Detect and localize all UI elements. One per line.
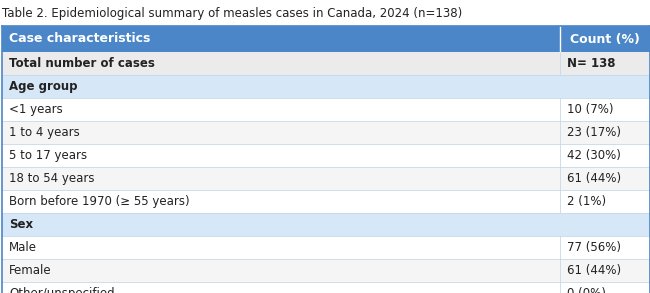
Text: 42 (30%): 42 (30%): [567, 149, 621, 162]
Bar: [2, 282, 650, 293]
Text: Table 2. Epidemiological summary of measles cases in Canada, 2024 (n=138): Table 2. Epidemiological summary of meas…: [2, 7, 462, 20]
Text: 61 (44%): 61 (44%): [567, 264, 621, 277]
Text: Other/unspecified: Other/unspecified: [9, 287, 114, 293]
Text: Female: Female: [9, 264, 51, 277]
Text: 61 (44%): 61 (44%): [567, 172, 621, 185]
Bar: [2, 75, 650, 98]
Text: 10 (7%): 10 (7%): [567, 103, 614, 116]
Bar: [2, 98, 650, 121]
Text: Sex: Sex: [9, 218, 33, 231]
Bar: [2, 26, 650, 52]
Text: Count (%): Count (%): [570, 33, 640, 45]
Bar: [2, 121, 650, 144]
Bar: [2, 52, 650, 75]
Text: Born before 1970 (≥ 55 years): Born before 1970 (≥ 55 years): [9, 195, 190, 208]
Text: 23 (17%): 23 (17%): [567, 126, 621, 139]
Bar: [2, 213, 650, 236]
Bar: [2, 236, 650, 259]
Bar: [2, 259, 650, 282]
Text: Total number of cases: Total number of cases: [9, 57, 155, 70]
Bar: [2, 167, 650, 190]
Bar: [2, 144, 650, 167]
Text: 0 (0%): 0 (0%): [567, 287, 606, 293]
Text: 5 to 17 years: 5 to 17 years: [9, 149, 87, 162]
Bar: [2, 190, 650, 213]
Text: 18 to 54 years: 18 to 54 years: [9, 172, 94, 185]
Text: 77 (56%): 77 (56%): [567, 241, 621, 254]
Text: 1 to 4 years: 1 to 4 years: [9, 126, 80, 139]
Text: Male: Male: [9, 241, 37, 254]
Text: N= 138: N= 138: [567, 57, 616, 70]
Text: Case characteristics: Case characteristics: [9, 33, 150, 45]
Text: <1 years: <1 years: [9, 103, 63, 116]
Text: Age group: Age group: [9, 80, 77, 93]
Text: 2 (1%): 2 (1%): [567, 195, 606, 208]
